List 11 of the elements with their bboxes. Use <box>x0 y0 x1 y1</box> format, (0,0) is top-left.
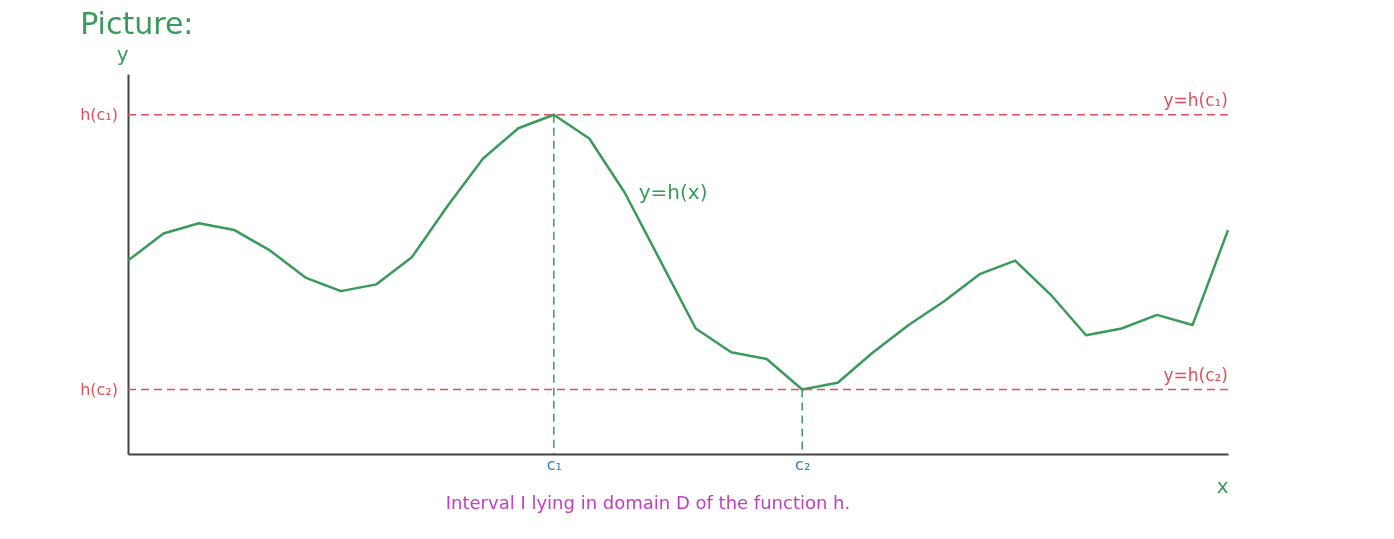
text: h(c₁) <box>80 104 118 124</box>
ref-line-label: y=h(c₁) <box>1163 89 1228 110</box>
series-label: y=h(x) <box>638 179 708 204</box>
chart-title: Picture: <box>80 6 194 41</box>
x-tick-label: c₂ <box>795 454 811 474</box>
ref-line-label: y=h(c₂) <box>1163 364 1228 385</box>
x-axis-title: x <box>1216 473 1229 498</box>
y-axis-title: y <box>116 41 129 66</box>
x-tick-label: c₁ <box>546 454 562 474</box>
text: h(c₂) <box>80 379 118 399</box>
text: Interval I lying in domain D of the function h. <box>445 492 851 513</box>
